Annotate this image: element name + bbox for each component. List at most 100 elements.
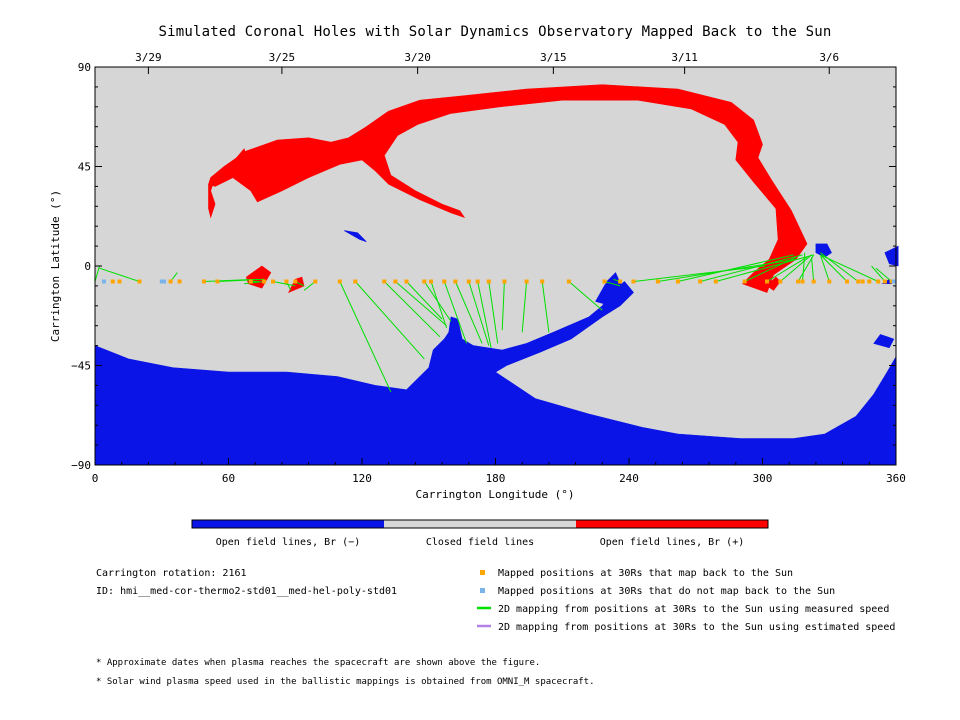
mapped-point-26 <box>524 279 529 284</box>
mapped-point-38 <box>778 279 783 284</box>
y-tick-label-2: 0 <box>84 260 91 273</box>
mapped-point-11 <box>293 279 298 284</box>
mapped-point-29 <box>602 279 607 284</box>
mapping-line-18 <box>443 281 468 344</box>
mapping-line-39 <box>811 257 815 282</box>
mapping-line-31 <box>677 254 794 282</box>
mapped-point-21 <box>453 279 458 284</box>
open-positive-region-1 <box>208 148 249 219</box>
legend-text-estimated: 2D mapping from positions at 30Rs to the… <box>498 622 895 633</box>
mapping-line-23 <box>501 281 505 331</box>
y-tick-label-0: 90 <box>78 61 91 74</box>
colorbar-open-positive <box>576 520 768 528</box>
open-negative-region-3 <box>884 245 899 267</box>
mapped-point-46 <box>867 279 872 284</box>
mapping-line-25 <box>541 281 550 333</box>
colorbar: Open field lines, Br (−) Closed field li… <box>191 519 769 548</box>
x-tick-label-5: 300 <box>753 472 773 485</box>
mapping-line-32 <box>700 254 803 282</box>
mapping-line-24 <box>521 281 528 333</box>
mapped-point-14 <box>353 279 358 284</box>
mapping-line-4 <box>217 278 265 282</box>
mapped-point-28 <box>566 279 571 284</box>
colorbar-label-open-negative: Open field lines, Br (−) <box>216 537 361 548</box>
unmapped-point-0 <box>101 279 106 284</box>
mapping-line-34 <box>744 256 797 282</box>
date-label-5: 3/6 <box>819 51 839 64</box>
mapping-line-41 <box>820 254 848 282</box>
x-tick-label-6: 360 <box>886 472 906 485</box>
date-label-1: 3/25 <box>269 51 296 64</box>
x-axis-label: Carrington Longitude (°) <box>416 488 575 501</box>
legend-marker-mapped <box>480 570 485 575</box>
mapping-line-19 <box>454 281 483 344</box>
date-label-4: 3/11 <box>671 51 698 64</box>
legend: Mapped positions at 30Rs that map back t… <box>477 568 895 633</box>
mapped-point-1 <box>117 279 122 284</box>
x-tick-label-2: 120 <box>352 472 372 485</box>
mapped-point-33 <box>675 279 680 284</box>
mapped-point-7 <box>248 279 253 284</box>
open-negative-region-4 <box>873 334 895 349</box>
legend-marker-unmapped <box>480 588 485 593</box>
footnote-speed-source: * Solar wind plasma speed used in the ba… <box>96 677 595 687</box>
date-label-3: 3/15 <box>540 51 567 64</box>
mapped-point-23 <box>475 279 480 284</box>
mapped-point-41 <box>811 279 816 284</box>
y-axis-label: Carrington Latitude (°) <box>49 190 62 342</box>
mapped-point-32 <box>655 279 660 284</box>
mapping-line-14 <box>395 281 447 327</box>
colorbar-frame <box>191 519 769 529</box>
mapped-point-24 <box>486 279 491 284</box>
carrington-rotation-text: Carrington rotation: 2161 <box>96 568 247 579</box>
legend-text-mapped: Mapped positions at 30Rs that map back t… <box>498 568 793 579</box>
mapped-point-43 <box>845 279 849 284</box>
mapped-point-30 <box>618 279 623 284</box>
mapped-point-17 <box>404 279 409 284</box>
mapped-point-49 <box>889 279 894 284</box>
unmapped-point-2 <box>162 279 166 284</box>
mapping-line-44 <box>871 265 886 282</box>
mapping-line-6 <box>244 281 265 285</box>
mapping-line-37 <box>797 254 815 282</box>
mapped-point-4 <box>177 279 182 284</box>
mapping-line-35 <box>766 256 808 282</box>
colorbar-closed <box>384 520 576 528</box>
mapped-point-16 <box>393 279 398 284</box>
mapped-point-12 <box>313 279 318 284</box>
mapped-point-2 <box>137 279 142 284</box>
mapped-point-9 <box>271 279 275 284</box>
mapped-point-27 <box>540 279 545 284</box>
open-negative-region-2 <box>815 243 832 258</box>
mapping-line-27 <box>604 281 621 287</box>
mapped-point-47 <box>876 279 881 284</box>
mapped-point-42 <box>827 279 832 284</box>
date-label-2: 3/20 <box>404 51 431 64</box>
mapped-point-6 <box>215 279 220 284</box>
mapping-line-0 <box>94 265 100 282</box>
y-tick-label-1: 45 <box>78 161 91 174</box>
mapped-point-45 <box>860 279 865 284</box>
mapping-line-26 <box>568 281 603 311</box>
map-plot-area <box>94 66 899 466</box>
open-negative-region-6 <box>344 230 367 242</box>
legend-text-unmapped: Mapped positions at 30Rs that do not map… <box>498 586 835 597</box>
mapped-point-36 <box>742 279 747 284</box>
mapped-point-13 <box>337 279 342 284</box>
mapped-point-3 <box>168 279 173 284</box>
mapped-point-20 <box>442 279 447 284</box>
mapping-line-36 <box>779 254 812 282</box>
mapped-point-39 <box>796 279 801 284</box>
footnote-dates: * Approximate dates when plasma reaches … <box>96 658 540 668</box>
mapping-line-43 <box>820 254 879 282</box>
mapped-point-37 <box>765 279 769 284</box>
mapped-point-34 <box>698 279 703 284</box>
mapping-line-22 <box>488 281 499 344</box>
y-tick-label-4: −90 <box>71 459 91 472</box>
mapping-line-15 <box>406 281 443 320</box>
mapped-point-22 <box>466 279 471 284</box>
mapping-line-40 <box>819 254 830 282</box>
model-id-text: ID: hmi__med-cor-thermo2-std01__med-hel-… <box>96 586 397 597</box>
mapped-point-15 <box>382 279 387 284</box>
